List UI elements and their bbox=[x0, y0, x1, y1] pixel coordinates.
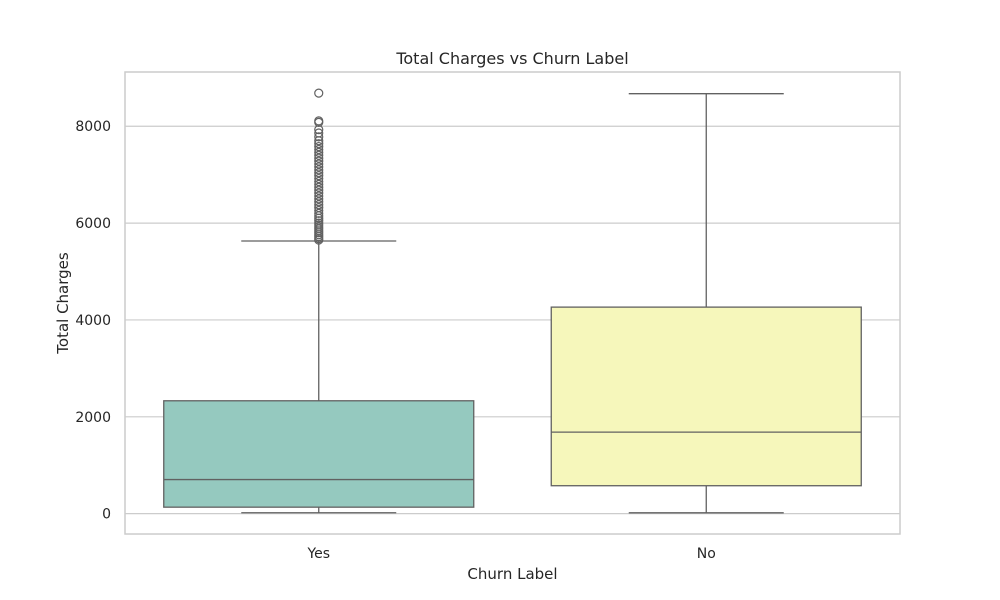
outlier-point bbox=[314, 165, 324, 175]
outlier-point bbox=[314, 208, 324, 219]
y-tick-label-4000: 4000 bbox=[75, 313, 111, 329]
outlier-point bbox=[314, 173, 324, 184]
outlier-point bbox=[314, 153, 324, 163]
boxes bbox=[163, 88, 862, 514]
outlier-point bbox=[314, 141, 324, 152]
box-no bbox=[550, 93, 862, 514]
y-tick-label-0: 0 bbox=[102, 507, 111, 523]
outlier-point bbox=[314, 179, 324, 189]
outlier-point bbox=[314, 216, 324, 226]
plot-frame bbox=[124, 71, 901, 535]
outlier-point bbox=[314, 188, 324, 198]
chart-title: Total Charges vs Churn Label bbox=[395, 49, 628, 68]
y-tick-label-2000: 2000 bbox=[75, 410, 111, 426]
outlier-point bbox=[314, 116, 324, 126]
outlier-point bbox=[314, 139, 324, 149]
outlier-point bbox=[314, 144, 324, 155]
box-yes bbox=[163, 88, 475, 514]
outlier-point bbox=[314, 132, 324, 142]
x-tick-label-yes: Yes bbox=[306, 546, 330, 562]
outlier-point bbox=[314, 156, 324, 166]
y-tick-label-8000: 8000 bbox=[75, 119, 111, 135]
outlier-point bbox=[314, 194, 324, 204]
y-axis-title: Total Charges bbox=[54, 252, 72, 355]
outlier-point bbox=[314, 200, 324, 210]
x-tick-label-no: No bbox=[697, 546, 716, 562]
y-tick-labels: 0 2000 4000 6000 8000 bbox=[75, 119, 111, 522]
outlier-point bbox=[314, 197, 324, 207]
outlier-point bbox=[314, 205, 324, 216]
outlier-point bbox=[314, 168, 324, 178]
iqr-box bbox=[163, 400, 475, 508]
iqr-box bbox=[550, 306, 862, 487]
outlier-point bbox=[314, 125, 324, 135]
outlier-point bbox=[314, 191, 324, 201]
x-tick-labels: Yes No bbox=[306, 546, 715, 562]
outlier-point bbox=[314, 150, 324, 160]
outlier-point bbox=[314, 218, 324, 228]
y-tick-label-6000: 6000 bbox=[75, 216, 111, 232]
outlier-point bbox=[314, 185, 324, 195]
outlier-point bbox=[314, 147, 324, 157]
outlier-point bbox=[314, 162, 324, 172]
outlier-point bbox=[314, 182, 324, 192]
outlier-point bbox=[314, 176, 324, 187]
outlier-point bbox=[314, 159, 324, 169]
outlier-point bbox=[314, 171, 324, 181]
x-axis-title: Churn Label bbox=[467, 565, 557, 583]
outlier-point bbox=[314, 128, 324, 138]
outlier-point bbox=[314, 202, 324, 213]
outlier-point bbox=[314, 88, 324, 98]
